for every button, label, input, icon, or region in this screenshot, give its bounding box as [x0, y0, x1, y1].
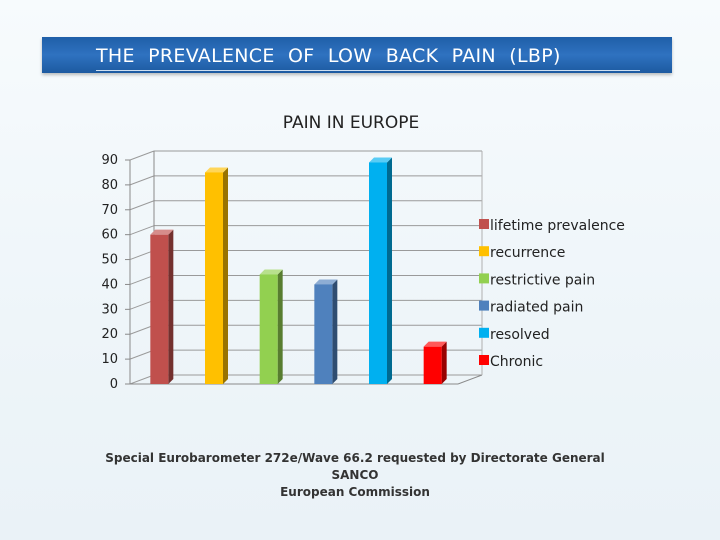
grid-line-depth [129, 374, 155, 385]
y-tick-label: 20 [101, 327, 118, 342]
grid-line-depth [129, 225, 155, 236]
bar-1 [150, 229, 174, 384]
y-tick-label: 30 [101, 302, 118, 317]
bar-front [150, 234, 169, 384]
bar-top [314, 279, 338, 285]
bar-front [314, 284, 333, 384]
source-line-2: European Commission [280, 485, 430, 499]
page-title: THE PREVALENCE OF LOW BACK PAIN (LBP) [96, 45, 561, 67]
title-banner: THE PREVALENCE OF LOW BACK PAIN (LBP) [42, 37, 672, 73]
bar-5 [369, 157, 392, 384]
bar-top [205, 167, 228, 173]
bar-side [332, 279, 338, 384]
chart-bars [150, 157, 447, 384]
chart-title: PAIN IN EUROPE [283, 113, 419, 133]
legend-label: lifetime prevalence [490, 218, 625, 234]
bar-top [259, 269, 283, 275]
floor-edge [457, 374, 483, 385]
y-tick-label: 80 [101, 178, 118, 193]
bar-front [369, 162, 387, 384]
y-tick-label: 10 [101, 352, 118, 367]
bar-3 [259, 269, 283, 384]
chart-axes [125, 151, 483, 385]
y-tick-label: 40 [101, 277, 118, 292]
y-tick-label: 60 [101, 228, 118, 243]
grid-line-depth [129, 324, 155, 335]
bar-top [423, 341, 447, 347]
source-line-1: Special Eurobarometer 272e/Wave 66.2 req… [105, 451, 605, 482]
legend-label: resolved [490, 327, 550, 343]
legend-label: restrictive pain [490, 272, 595, 288]
legend-swatch [479, 355, 489, 365]
grid-line-depth [129, 175, 155, 186]
grid-line-depth [129, 274, 155, 285]
bar-side [168, 229, 174, 384]
legend-label: radiated pain [490, 300, 583, 316]
grid-line-depth [129, 150, 155, 161]
source-note: Special Eurobarometer 272e/Wave 66.2 req… [100, 450, 610, 501]
bar-side [223, 167, 228, 384]
bar-6 [423, 341, 447, 384]
y-axis-ticks: 0 10 20 30 40 50 60 70 80 90 [101, 153, 118, 392]
legend-swatch [479, 327, 489, 338]
bar-top [150, 229, 174, 235]
legend-swatch [479, 273, 489, 284]
legend-swatch [479, 219, 489, 229]
bar-2 [205, 167, 228, 384]
title-underline [96, 70, 640, 71]
bar-side [441, 341, 447, 384]
bar-side [277, 269, 283, 384]
bar-front [423, 346, 442, 384]
legend-swatch [479, 246, 489, 257]
bar-front [205, 172, 223, 384]
grid-line-depth [129, 299, 155, 310]
y-tick-label: 50 [101, 253, 118, 268]
chart-legend: lifetime prevalence recurrence restrictive… [479, 218, 625, 370]
legend-swatch [479, 300, 489, 311]
bar-front [259, 274, 278, 384]
bar-top [369, 157, 392, 163]
y-tick-label: 0 [110, 377, 118, 392]
grid-line-depth [129, 349, 155, 360]
y-tick-label: 70 [101, 203, 118, 218]
bar-side [387, 157, 392, 384]
legend-label: Chronic [490, 354, 543, 370]
legend-label: recurrence [490, 245, 565, 261]
y-tick-label: 90 [101, 153, 118, 168]
grid-line-depth [129, 250, 155, 261]
bar-4 [314, 279, 338, 384]
grid-line-depth [129, 200, 155, 211]
